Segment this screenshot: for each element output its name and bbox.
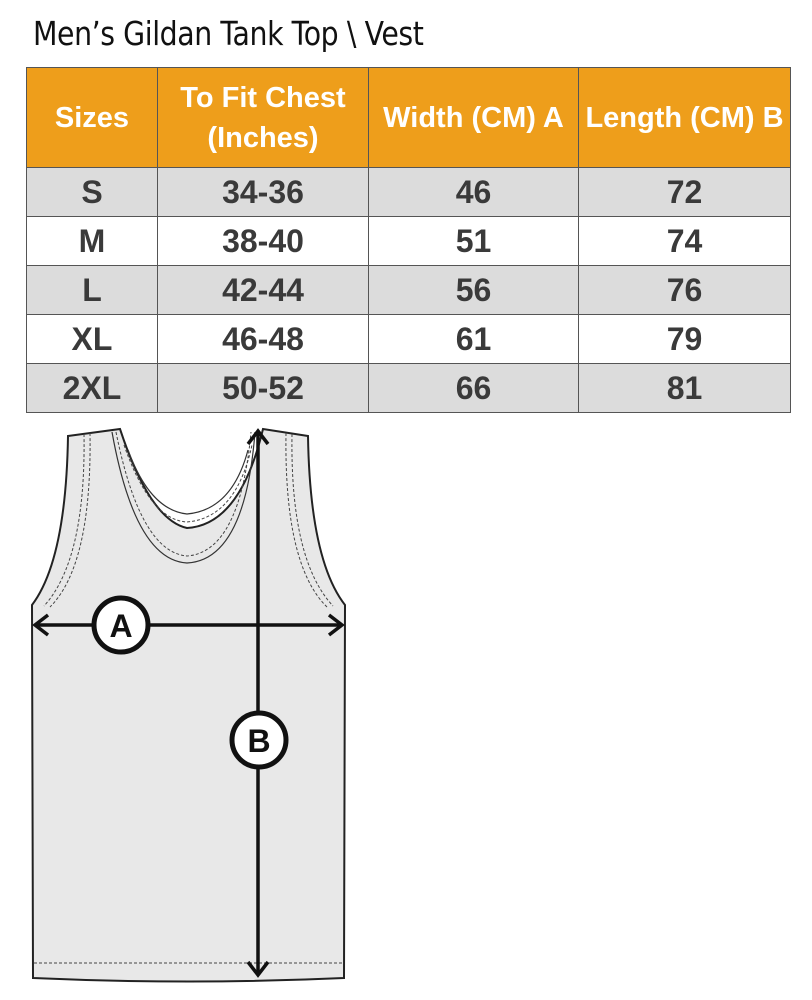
cell-size: M: [26, 216, 158, 266]
header-sizes: Sizes: [26, 67, 158, 168]
cell-width: 51: [368, 216, 579, 266]
cell-size: XL: [26, 314, 158, 364]
cell-chest: 42-44: [157, 265, 369, 315]
cell-length: 79: [578, 314, 791, 364]
table-row: M 38-40 51 74: [26, 216, 791, 266]
header-chest: To Fit Chest (Inches): [157, 67, 369, 168]
cell-length: 74: [578, 216, 791, 266]
garment-outline: [30, 427, 347, 983]
header-length: Length (CM) B: [578, 67, 791, 168]
cell-size: S: [26, 167, 158, 217]
right-armhole-stitch: [285, 432, 334, 608]
cell-chest: 38-40: [157, 216, 369, 266]
table-header-row: Sizes To Fit Chest (Inches) Width (CM) A…: [26, 67, 791, 168]
cell-width: 61: [368, 314, 579, 364]
cell-width: 46: [368, 167, 579, 217]
neck-inner: [127, 449, 249, 515]
neckband: [111, 431, 256, 564]
header-width: Width (CM) A: [368, 67, 579, 168]
cell-length: 81: [578, 363, 791, 413]
cell-width: 66: [368, 363, 579, 413]
size-chart-table: Sizes To Fit Chest (Inches) Width (CM) A…: [26, 67, 791, 413]
label-b: B: [247, 723, 270, 759]
table-row: XL 46-48 61 79: [26, 314, 791, 364]
label-b-circle: [229, 710, 289, 770]
cell-width: 56: [368, 265, 579, 315]
neck-stitch: [115, 431, 252, 557]
neck-inner-stitch: [123, 444, 253, 523]
table-row: L 42-44 56 76: [26, 265, 791, 315]
label-a-circle: [91, 595, 151, 655]
table-row: 2XL 50-52 66 81: [26, 363, 791, 413]
cell-length: 76: [578, 265, 791, 315]
page-title: Men’s Gildan Tank Top \ Vest: [33, 14, 424, 53]
cell-chest: 50-52: [157, 363, 369, 413]
cell-chest: 46-48: [157, 314, 369, 364]
label-a: A: [109, 608, 132, 644]
left-armhole-stitch: [43, 432, 91, 608]
width-arrow: [32, 613, 345, 637]
cell-length: 72: [578, 167, 791, 217]
length-arrow: [246, 428, 270, 978]
